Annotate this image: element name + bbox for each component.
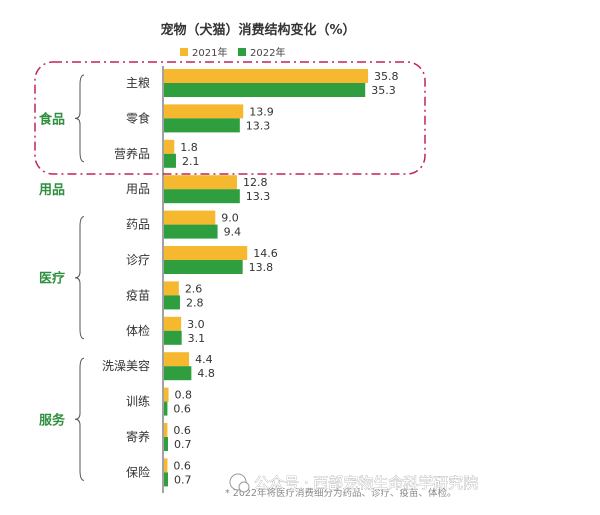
labels-layer: 35.835.3主粮13.913.3零食1.82.1营养品12.813.3用品9…: [102, 70, 399, 486]
legend-swatch-2022: [238, 48, 246, 56]
bar-2022-用品: [164, 189, 240, 204]
value-label-2022-零食: 13.3: [246, 119, 271, 132]
bar-2021-训练: [164, 387, 169, 402]
bar-2021-零食: [164, 104, 244, 119]
bar-2022-药品: [164, 224, 218, 239]
legend-label-2022: 2022年: [250, 46, 285, 59]
value-label-2021-药品: 9.0: [221, 212, 239, 225]
value-label-2021-寄养: 0.6: [173, 424, 191, 437]
footnote: * 2022年将医疗消费细分为药品、诊疗、疫苗、体检。: [225, 487, 456, 499]
value-label-2021-疫苗: 2.6: [185, 282, 203, 295]
bar-2022-疫苗: [164, 295, 180, 310]
group-label-服务: 服务: [39, 412, 66, 428]
bar-2021-药品: [164, 210, 216, 225]
value-label-2022-洗澡美容: 4.8: [197, 367, 215, 380]
bar-2021-用品: [164, 175, 237, 190]
chart-title: 宠物（犬猫）消费结构变化（%）: [160, 22, 355, 38]
value-label-2022-药品: 9.4: [224, 226, 242, 239]
bar-2022-营养品: [164, 153, 176, 168]
category-label-诊疗: 诊疗: [126, 253, 150, 267]
bars-layer: [164, 69, 369, 487]
bar-2021-保险: [164, 458, 168, 473]
category-label-寄养: 寄养: [126, 429, 150, 444]
food-highlight-box: [34, 61, 426, 175]
legend-swatch-2021: [180, 48, 188, 56]
value-label-2021-诊疗: 14.6: [253, 247, 278, 260]
legend-label-2021: 2021年: [192, 46, 227, 59]
value-label-2022-诊疗: 13.8: [249, 261, 274, 274]
bar-2022-洗澡美容: [164, 366, 192, 381]
category-label-主粮: 主粮: [126, 75, 150, 90]
bar-2021-疫苗: [164, 281, 179, 296]
category-label-训练: 训练: [126, 394, 150, 409]
bar-2021-洗澡美容: [164, 352, 190, 367]
bar-2022-体检: [164, 330, 182, 345]
category-label-药品: 药品: [126, 218, 150, 232]
bar-2022-诊疗: [164, 260, 243, 274]
value-label-2022-疫苗: 2.8: [186, 296, 204, 309]
group-brace-服务: [74, 357, 85, 481]
bar-2022-主粮: [164, 83, 366, 97]
value-label-2021-体检: 3.0: [187, 318, 205, 331]
value-label-2022-保险: 0.7: [174, 473, 192, 486]
category-label-零食: 零食: [126, 110, 150, 125]
bar-2021-体检: [164, 316, 182, 331]
category-label-疫苗: 疫苗: [126, 287, 150, 302]
bar-2021-寄养: [164, 423, 168, 437]
group-label-用品: 用品: [38, 183, 65, 198]
value-label-2022-寄养: 0.7: [174, 438, 192, 451]
bar-2022-寄养: [164, 437, 168, 451]
value-label-2021-营养品: 1.8: [180, 141, 198, 154]
value-label-2022-营养品: 2.1: [182, 155, 200, 168]
watermark-text: 公众号 · 西部宠物生命科学研究院: [254, 474, 478, 492]
legend: 2021年 2022年: [180, 46, 285, 59]
value-label-2022-用品: 13.3: [246, 190, 271, 203]
group-label-医疗: 医疗: [39, 271, 65, 287]
bar-2021-诊疗: [164, 246, 248, 260]
bar-2022-保险: [164, 472, 168, 487]
value-label-2022-主粮: 35.3: [371, 84, 396, 97]
value-label-2021-用品: 12.8: [243, 176, 268, 189]
category-label-保险: 保险: [126, 464, 150, 479]
value-label-2021-洗澡美容: 4.4: [195, 353, 213, 366]
category-label-用品: 用品: [126, 182, 150, 196]
group-label-食品: 食品: [39, 111, 65, 127]
bar-2021-主粮: [164, 69, 369, 83]
bar-2022-零食: [164, 118, 240, 133]
category-label-体检: 体检: [126, 323, 150, 338]
category-label-营养品: 营养品: [114, 146, 150, 161]
category-label-洗澡美容: 洗澡美容: [102, 358, 150, 373]
value-label-2022-体检: 3.1: [188, 332, 206, 345]
value-label-2022-训练: 0.6: [173, 403, 191, 416]
bar-2021-营养品: [164, 139, 175, 154]
wechat-icon-dot: [238, 481, 250, 493]
value-label-2021-主粮: 35.8: [374, 70, 399, 83]
value-label-2021-保险: 0.6: [173, 459, 191, 472]
bar-2022-训练: [164, 401, 168, 416]
group-brace-食品: [74, 74, 85, 163]
watermark: 公众号 · 西部宠物生命科学研究院: [229, 473, 479, 493]
value-label-2021-零食: 13.9: [249, 105, 273, 118]
group-brace-医疗: [74, 216, 85, 340]
value-label-2021-训练: 0.8: [175, 389, 193, 402]
